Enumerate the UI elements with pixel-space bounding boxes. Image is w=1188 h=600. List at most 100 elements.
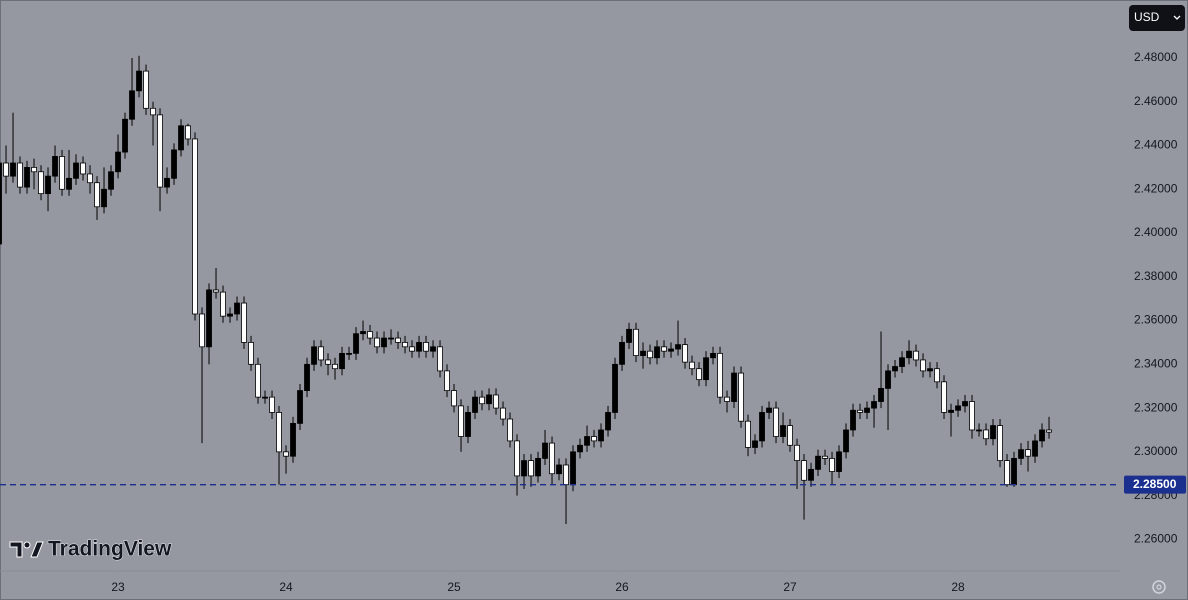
usd-button[interactable]: USD <box>1129 5 1185 31</box>
candle-body <box>108 171 114 190</box>
candle-body <box>584 436 590 446</box>
candle-body <box>794 444 800 461</box>
candle-body <box>717 352 723 398</box>
candle-body <box>997 425 1003 461</box>
candle-body <box>780 425 786 437</box>
settings-icon[interactable] <box>1152 580 1166 594</box>
usd-label[interactable]: USD <box>1134 10 1160 24</box>
x-tick-label: 26 <box>615 580 629 594</box>
y-tick-label: 2.32000 <box>1134 400 1178 414</box>
candle-body <box>332 363 338 370</box>
candle-body <box>563 464 569 486</box>
candle-body <box>297 390 303 424</box>
x-tick-label: 27 <box>783 580 797 594</box>
candle-body <box>276 412 282 453</box>
candle-body <box>185 125 191 140</box>
candle-body <box>500 407 506 420</box>
candle-body <box>843 429 849 453</box>
candle-body <box>157 114 163 188</box>
candle-body <box>962 401 968 407</box>
candle-body <box>507 418 513 442</box>
candle-body <box>66 177 72 190</box>
candle-body <box>220 291 226 317</box>
candle-body <box>752 440 758 448</box>
candle-body <box>388 337 394 340</box>
candle-body <box>521 460 527 477</box>
candle-body <box>612 363 618 413</box>
candle-body <box>402 342 408 348</box>
candle-body <box>710 352 716 359</box>
candle-body <box>626 328 632 343</box>
candle-body <box>101 188 107 208</box>
candle-body <box>73 162 79 179</box>
candle-body <box>304 363 310 391</box>
candle-body <box>255 363 261 398</box>
logo: TradingView <box>9 537 172 561</box>
candle-body <box>444 370 450 391</box>
logo-text: TradingView <box>48 538 172 561</box>
candle-body <box>45 175 51 195</box>
candle-body <box>570 451 576 486</box>
candle-body <box>206 289 212 348</box>
candle-body <box>136 70 142 92</box>
candle-body <box>437 346 443 372</box>
candle-body <box>661 346 667 352</box>
candle-body <box>976 429 982 432</box>
candle-body <box>423 342 429 352</box>
candle-body <box>745 420 751 448</box>
candle-body <box>983 429 989 440</box>
candle-body <box>1025 449 1031 457</box>
candle-body <box>1039 429 1045 442</box>
candle-body <box>213 289 219 293</box>
x-tick-label: 24 <box>279 580 293 594</box>
candle-body <box>836 451 842 472</box>
candle-body <box>731 372 737 402</box>
candle-body <box>395 337 401 343</box>
candle-body <box>689 361 695 370</box>
candle-body <box>892 366 898 372</box>
candle-body <box>178 125 184 151</box>
candle-body <box>724 396 730 402</box>
candle-body <box>535 458 541 477</box>
candle-body <box>493 394 499 409</box>
candle-body <box>10 162 16 177</box>
candle-body <box>465 412 471 437</box>
candle-body <box>822 455 828 459</box>
candle-body <box>486 394 492 405</box>
candle-body <box>318 346 324 361</box>
candle-body <box>0 162 2 245</box>
candle-body <box>955 405 961 411</box>
y-tick-label: 2.30000 <box>1134 444 1178 458</box>
candle-body <box>927 368 933 372</box>
candle-body <box>829 458 835 472</box>
candle-body <box>864 407 870 413</box>
candle-body <box>325 359 331 365</box>
x-tick-label: 28 <box>951 580 965 594</box>
candle-body <box>647 350 653 359</box>
candle-body <box>262 396 268 399</box>
candle-body <box>906 350 912 359</box>
candle-body <box>640 350 646 356</box>
candle-body <box>248 342 254 365</box>
candle-body <box>941 381 947 413</box>
candle-body <box>451 390 457 407</box>
candle-body <box>1011 458 1017 486</box>
y-tick-label: 2.46000 <box>1134 94 1178 108</box>
candle-body <box>171 149 177 179</box>
candle-body <box>619 342 625 365</box>
candle-body <box>577 444 583 453</box>
candles <box>0 55 1052 525</box>
candle-body <box>409 346 415 352</box>
usd-button-bg[interactable] <box>1129 5 1185 31</box>
candle-body <box>633 328 639 356</box>
candle-body <box>31 166 37 173</box>
candle-body <box>143 70 149 109</box>
candle-body <box>346 352 352 355</box>
gear-inner[interactable] <box>1156 584 1162 590</box>
candle-body <box>192 138 198 315</box>
gear-outer[interactable] <box>1152 580 1166 594</box>
candle-body <box>857 409 863 413</box>
candle-body <box>122 118 128 153</box>
candle-body <box>801 460 807 481</box>
